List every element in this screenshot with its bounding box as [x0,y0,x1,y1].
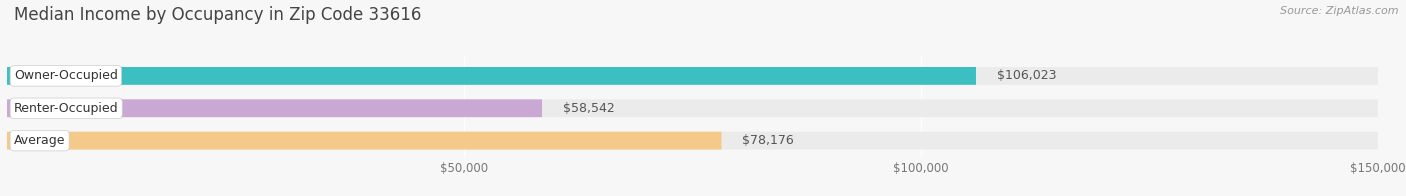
Text: $58,542: $58,542 [562,102,614,115]
FancyBboxPatch shape [7,99,543,117]
Text: Owner-Occupied: Owner-Occupied [14,69,118,82]
FancyBboxPatch shape [7,132,1378,150]
FancyBboxPatch shape [7,67,976,85]
Text: Source: ZipAtlas.com: Source: ZipAtlas.com [1281,6,1399,16]
Text: $78,176: $78,176 [742,134,794,147]
Text: Renter-Occupied: Renter-Occupied [14,102,118,115]
Text: $106,023: $106,023 [997,69,1056,82]
FancyBboxPatch shape [7,99,1378,117]
Text: Median Income by Occupancy in Zip Code 33616: Median Income by Occupancy in Zip Code 3… [14,6,422,24]
Text: Average: Average [14,134,66,147]
FancyBboxPatch shape [7,132,721,150]
FancyBboxPatch shape [7,67,1378,85]
